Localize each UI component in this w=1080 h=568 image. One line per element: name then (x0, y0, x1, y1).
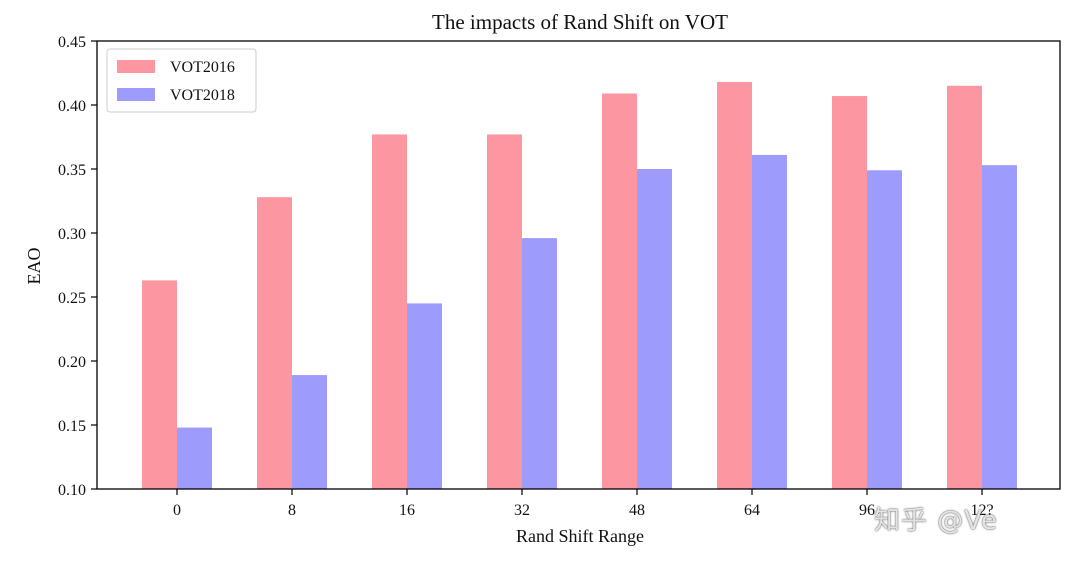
axes-layer: 0.10 0.15 0.20 0.25 0.30 0.35 0.40 0.45 0 8 16 32 48… (58, 34, 1061, 519)
legend-label-vot2016: VOT2016 (170, 59, 235, 76)
bar-vot2016-48 (602, 93, 637, 489)
bar-vot2018-16 (407, 303, 442, 489)
y-tick-label: 0.40 (58, 98, 86, 115)
bars-layer (142, 81, 1017, 490)
bar-vot2016-64 (717, 81, 752, 490)
x-tick-label: 16 (399, 502, 415, 519)
bar-vot2016-121 (947, 85, 982, 490)
bar-vot2018-0 (177, 427, 212, 489)
bar-vot2018-32 (522, 238, 557, 489)
legend-swatch-vot2016 (117, 60, 155, 73)
legend-label-vot2018: VOT2018 (170, 87, 235, 104)
y-tick-label: 0.45 (58, 34, 86, 51)
y-tick-label: 0.10 (58, 482, 86, 499)
bar-vot2018-96 (867, 170, 902, 489)
watermark-text: 知乎 @Ve (874, 506, 999, 536)
x-tick-label: 32 (514, 502, 530, 519)
x-tick-label: 48 (629, 502, 645, 519)
y-tick-label: 0.15 (58, 418, 86, 435)
bar-vot2018-64 (752, 154, 787, 490)
y-axis-label: EAO (24, 248, 44, 285)
y-tick-label: 0.35 (58, 162, 86, 179)
x-tick-label: 12? (970, 502, 993, 519)
legend-swatch-vot2018 (117, 88, 155, 101)
plot-frame (96, 40, 1061, 490)
x-tick-label: 0 (173, 502, 181, 519)
y-tick-label: 0.25 (58, 290, 86, 307)
bar-vot2016-16 (372, 134, 407, 489)
y-tick-label: 0.30 (58, 226, 86, 243)
bar-vot2018-48 (637, 169, 672, 489)
bar-vot2016-0 (142, 280, 177, 489)
bar-vot2016-96 (832, 96, 867, 489)
bar-vot2018-121 (982, 165, 1017, 489)
bar-vot2018-8 (292, 375, 327, 489)
bar-vot2016-32 (487, 134, 522, 489)
x-tick-label: 8 (288, 502, 296, 519)
x-tick-label: 96 (859, 502, 875, 519)
x-axis-label: Rand Shift Range (516, 526, 644, 546)
bar-vot2016-8 (257, 197, 292, 489)
chart-title: The impacts of Rand Shift on VOT (432, 10, 728, 34)
legend: VOT2016 VOT2018 (106, 48, 257, 113)
y-tick-label: 0.20 (58, 354, 86, 371)
x-tick-label: 64 (744, 502, 760, 519)
